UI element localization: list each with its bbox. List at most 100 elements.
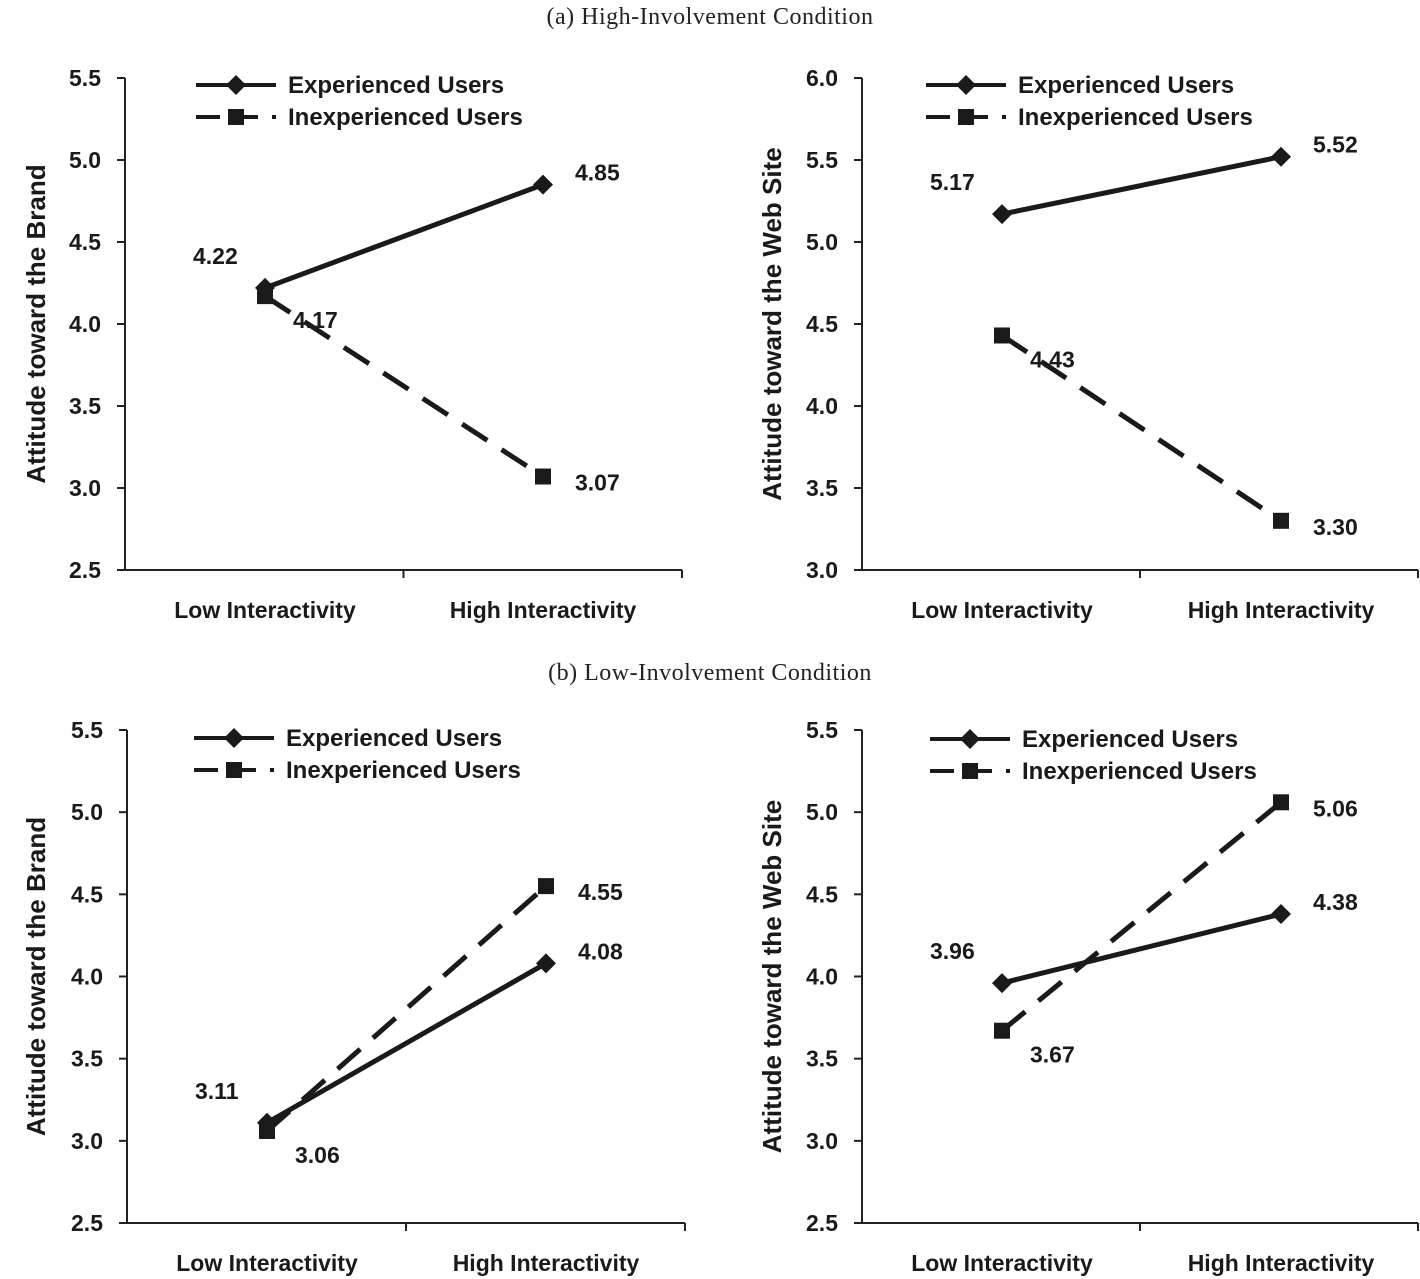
x-category-label: Low Interactivity — [911, 1250, 1093, 1276]
legend-diamond-icon — [960, 729, 980, 749]
legend-square-icon — [962, 763, 978, 779]
y-tick-label: 5.0 — [806, 229, 838, 255]
inexperienced-marker — [1273, 794, 1289, 811]
y-tick-label: 5.0 — [71, 799, 103, 825]
y-tick-label: 4.0 — [71, 964, 103, 990]
y-tick-label: 4.0 — [806, 393, 838, 419]
legend-label: Experienced Users — [288, 72, 504, 99]
data-label: 3.11 — [195, 1078, 239, 1104]
y-tick-label: 3.0 — [69, 475, 101, 501]
y-tick-label: 3.5 — [69, 393, 101, 419]
legend-square-icon — [226, 762, 242, 778]
y-axis-label: Attitude toward the Web Site — [757, 800, 787, 1153]
y-tick-label: 4.5 — [69, 229, 101, 255]
series-line-experienced — [265, 961, 548, 1125]
y-tick-label: 2.5 — [71, 1210, 103, 1236]
legend-diamond-icon — [226, 75, 246, 95]
data-label: 3.07 — [575, 470, 620, 496]
data-label: 5.52 — [1313, 132, 1358, 158]
data-label: 4.55 — [578, 879, 623, 905]
inexperienced-marker — [538, 878, 554, 895]
experienced-marker — [1271, 904, 1291, 925]
series-line-experienced — [1001, 154, 1282, 217]
legend-label: Inexperienced Users — [288, 104, 523, 131]
series-line-experienced — [264, 182, 544, 291]
y-tick-label: 3.5 — [806, 1046, 838, 1072]
y-tick-label: 5.5 — [806, 717, 838, 743]
y-axis-label: Attitude toward the Brand — [21, 817, 51, 1136]
section-b-title: (b) Low-Involvement Condition — [548, 660, 872, 686]
series-line-inexperienced — [265, 884, 548, 1133]
data-label: 3.67 — [1030, 1042, 1075, 1068]
data-label: 4.43 — [1030, 346, 1075, 372]
chart-b-website: 2.5 3.0 3.5 4.0 4.5 5.0 5.5 Low Interactivity Hi… — [757, 717, 1419, 1276]
legend-diamond-icon — [956, 75, 976, 95]
y-tick-label: 2.5 — [69, 557, 101, 583]
data-label: 5.17 — [930, 169, 975, 195]
legend-label: Inexperienced Users — [286, 757, 521, 784]
experienced-marker — [533, 174, 553, 195]
legend-square-icon — [958, 109, 974, 125]
data-label: 4.85 — [575, 160, 620, 186]
data-label: 5.06 — [1313, 795, 1358, 821]
series-line-experienced — [1001, 911, 1282, 986]
chart-a-brand: 2.5 3.0 3.5 4.0 4.5 5.0 5.5 Low Interactivity Hi… — [21, 65, 683, 623]
section-a-title: (a) High-Involvement Condition — [546, 4, 874, 30]
y-axis-label: Attitude toward the Brand — [21, 164, 51, 483]
y-tick-label: 4.5 — [806, 881, 838, 907]
inexperienced-marker — [259, 1122, 275, 1139]
legend-label: Experienced Users — [1018, 72, 1234, 99]
series-line-inexperienced — [263, 294, 545, 479]
legend-square-icon — [228, 109, 244, 125]
y-tick-label: 5.0 — [69, 147, 101, 173]
y-tick-label: 5.5 — [71, 717, 103, 743]
experienced-marker — [536, 953, 556, 974]
x-category-label: High Interactivity — [1188, 597, 1375, 623]
chart-b-brand: 2.5 3.0 3.5 4.0 4.5 5.0 5.5 Low Interactivity Hi… — [21, 717, 686, 1276]
y-tick-label: 3.5 — [71, 1046, 103, 1072]
y-tick-label: 4.5 — [806, 311, 838, 337]
y-tick-label: 3.5 — [806, 475, 838, 501]
inexperienced-marker — [994, 327, 1010, 344]
data-label: 4.38 — [1313, 889, 1358, 915]
data-label: 4.08 — [578, 938, 623, 964]
x-category-label: Low Interactivity — [174, 597, 356, 623]
legend-label: Experienced Users — [1022, 726, 1238, 753]
experienced-marker — [992, 973, 1012, 994]
y-tick-label: 3.0 — [71, 1128, 103, 1154]
data-label: 3.30 — [1313, 514, 1358, 540]
inexperienced-marker — [257, 288, 273, 305]
x-category-label: High Interactivity — [1188, 1250, 1375, 1276]
chart-a-website: 3.0 3.5 4.0 4.5 5.0 5.5 6.0 Low Interactivity Hi… — [757, 65, 1419, 623]
inexperienced-marker — [1273, 512, 1289, 529]
series-line-inexperienced — [1000, 333, 1283, 523]
inexperienced-marker — [994, 1022, 1010, 1039]
legend-label: Experienced Users — [286, 725, 502, 752]
inexperienced-marker — [535, 468, 551, 485]
data-label: 3.06 — [295, 1142, 340, 1168]
experienced-marker — [1271, 146, 1291, 167]
y-tick-label: 6.0 — [806, 65, 838, 91]
y-tick-label: 2.5 — [806, 1210, 838, 1236]
y-tick-label: 5.0 — [806, 799, 838, 825]
legend-diamond-icon — [224, 728, 244, 748]
data-label: 3.96 — [930, 938, 975, 964]
x-category-label: Low Interactivity — [911, 597, 1093, 623]
data-label: 4.22 — [193, 243, 238, 269]
y-tick-label: 5.5 — [69, 65, 101, 91]
y-tick-label: 4.5 — [71, 881, 103, 907]
y-axis-label: Attitude toward the Web Site — [757, 147, 787, 500]
series-line-inexperienced — [1000, 800, 1283, 1033]
x-category-label: High Interactivity — [453, 1250, 640, 1276]
legend-label: Inexperienced Users — [1022, 758, 1257, 785]
y-tick-label: 5.5 — [806, 147, 838, 173]
y-tick-label: 4.0 — [806, 964, 838, 990]
x-category-label: High Interactivity — [450, 597, 637, 623]
y-tick-label: 4.0 — [69, 311, 101, 337]
legend-label: Inexperienced Users — [1018, 104, 1253, 131]
experienced-marker — [992, 204, 1012, 225]
x-category-label: Low Interactivity — [176, 1250, 358, 1276]
y-tick-label: 3.0 — [806, 557, 838, 583]
data-label: 4.17 — [293, 307, 338, 333]
